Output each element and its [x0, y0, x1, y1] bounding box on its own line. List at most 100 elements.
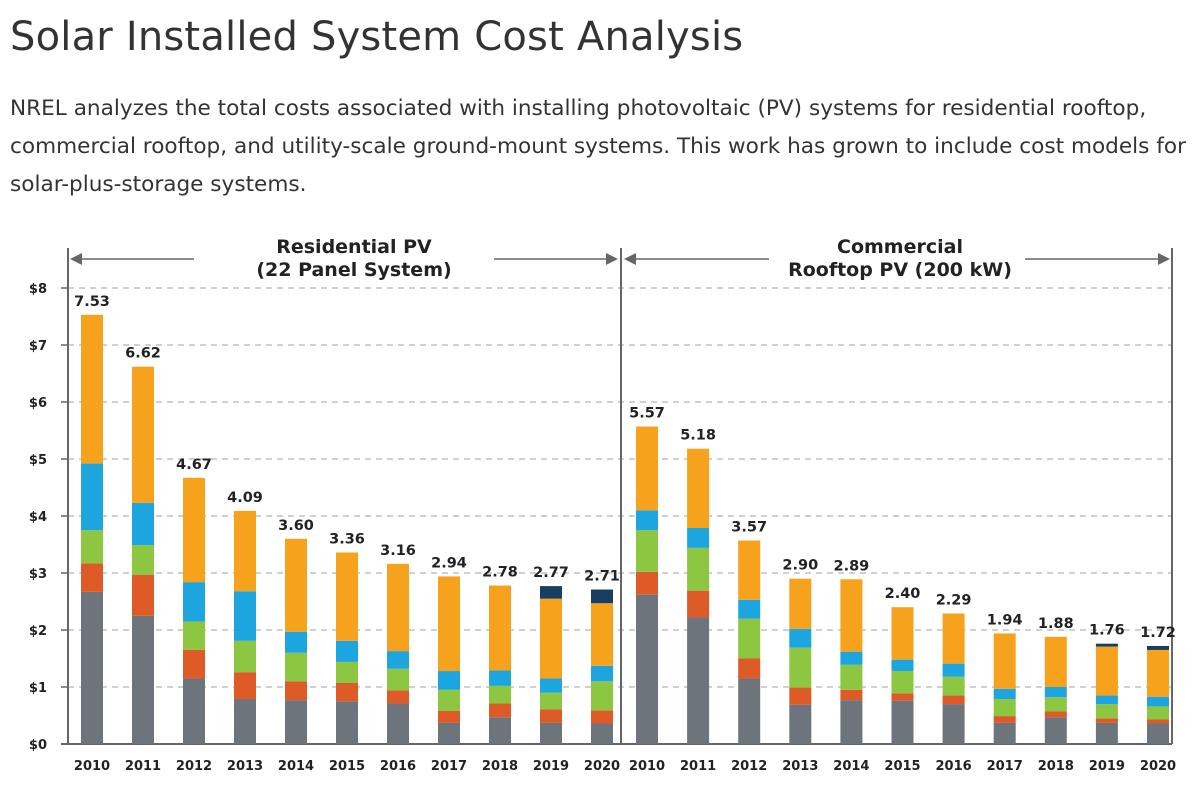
bar-segment-orange [993, 633, 1016, 689]
x-tick-label: 2011 [125, 759, 161, 774]
x-tick-label: 2011 [680, 759, 716, 774]
bar-segment-red [993, 716, 1016, 723]
bar-segment-orange [132, 366, 154, 503]
bar-segment-gray [738, 678, 761, 744]
bar-segment-green [942, 676, 965, 696]
x-tick-label: 2012 [176, 759, 212, 774]
bar-segment-blue [81, 463, 103, 531]
bar-total-label: 6.62 [125, 346, 161, 362]
bar-segment-green [591, 681, 613, 711]
bar-total-label: 2.94 [431, 555, 467, 571]
x-tick-label: 2014 [833, 759, 869, 774]
bar-segment-red [1044, 711, 1067, 718]
y-tick-label: $6 [29, 396, 47, 411]
y-tick-label: $2 [29, 624, 47, 639]
bar-segment-blue [636, 510, 658, 531]
bar-segment-red [891, 693, 914, 701]
x-tick-label: 2010 [629, 759, 665, 774]
bar-segment-blue [336, 640, 358, 662]
bar-segment-gray [1044, 717, 1067, 744]
bar-segment-red [591, 710, 613, 724]
header-arrowhead [1158, 253, 1170, 265]
bar-segment-gray [636, 594, 658, 744]
bar-segment-gray [132, 615, 154, 744]
bar-segment-green [891, 671, 914, 694]
bar-segment-blue [489, 670, 511, 686]
bar-total-label: 4.09 [227, 490, 263, 506]
page-title: Solar Installed System Cost Analysis [10, 14, 744, 60]
bar-segment-orange [489, 585, 511, 671]
bar-segment-red [438, 710, 460, 723]
bar-segment-green [1044, 697, 1067, 712]
bar-segment-blue [1044, 687, 1067, 698]
bar-segment-orange [336, 552, 358, 641]
bar-total-label: 5.57 [629, 406, 665, 422]
panel-title-line: (22 Panel System) [256, 259, 451, 281]
bar-total-label: 2.90 [782, 558, 818, 574]
bar-segment-red [81, 563, 103, 592]
bar-total-label: 2.78 [482, 565, 518, 581]
bar-segment-navy [540, 586, 562, 599]
bar-segment-red [183, 649, 205, 679]
bar-segment-gray [489, 717, 511, 744]
bar-segment-orange [789, 578, 812, 629]
bar-segment-red [687, 590, 710, 618]
bar-total-label: 1.88 [1038, 616, 1074, 632]
panel-title-line: Residential PV [276, 236, 432, 258]
bar-segment-navy [1147, 645, 1169, 650]
bar-segment-blue [234, 591, 256, 641]
bar-segment-blue [738, 599, 761, 619]
x-tick-label: 2012 [731, 759, 767, 774]
bar-segment-blue [540, 678, 562, 693]
bar-total-label: 3.16 [380, 543, 416, 559]
bar-segment-blue [387, 651, 409, 669]
bar-segment-green [1147, 706, 1169, 720]
cost-chart: $0 $1 $2 $3 $4 $5 $6 $7 $8 Residential PV(22 Pane… [29, 236, 1176, 774]
bar-segment-green [81, 530, 103, 564]
bar-segment-red [1095, 718, 1118, 723]
bar-segment-orange [942, 613, 965, 664]
bar-segment-green [489, 685, 511, 704]
bar-segment-blue [1095, 695, 1118, 705]
panel-title-line: Commercial [837, 236, 963, 258]
bar-total-label: 4.67 [176, 457, 212, 473]
x-tick-label: 2018 [1038, 759, 1074, 774]
bar-total-label: 1.94 [987, 612, 1023, 628]
bar-segment-blue [942, 663, 965, 677]
bar-segment-gray [1147, 723, 1169, 744]
bar-segment-blue [993, 688, 1016, 699]
x-tick-label: 2014 [278, 759, 314, 774]
x-tick-label: 2015 [884, 759, 920, 774]
y-tick-label: $4 [29, 510, 47, 525]
bar-total-label: 1.76 [1089, 623, 1125, 639]
y-tick-label: $7 [29, 339, 47, 354]
bar-segment-red [1147, 719, 1169, 724]
header-arrowhead [70, 253, 82, 265]
bar-segment-blue [285, 631, 307, 653]
bar-segment-green [336, 661, 358, 684]
bar-segment-blue [591, 665, 613, 682]
bar-segment-green [738, 618, 761, 659]
x-tick-label: 2019 [1089, 759, 1125, 774]
bar-segment-gray [387, 703, 409, 744]
bar-total-label: 1.72 [1140, 625, 1176, 641]
bar-segment-gray [183, 678, 205, 744]
y-tick-label: $1 [29, 681, 47, 696]
bar-segment-gray [993, 722, 1016, 744]
bar-segment-orange [687, 448, 710, 528]
bar-segment-gray [285, 700, 307, 744]
bar-total-label: 2.77 [533, 565, 569, 581]
bar-segment-red [789, 687, 812, 705]
bar-segment-orange [1147, 649, 1169, 697]
bar-segment-blue [132, 502, 154, 546]
bar-segment-orange [438, 576, 460, 672]
bar-segment-green [132, 545, 154, 575]
bar-segment-orange [81, 314, 103, 464]
bar-segment-green [1095, 704, 1118, 719]
bar-segment-red [636, 571, 658, 595]
header-arrowhead [624, 253, 636, 265]
bar-segment-gray [1095, 722, 1118, 744]
bar-segment-gray [591, 723, 613, 744]
bar-segment-red [132, 574, 154, 616]
bar-total-label: 5.18 [680, 428, 716, 444]
